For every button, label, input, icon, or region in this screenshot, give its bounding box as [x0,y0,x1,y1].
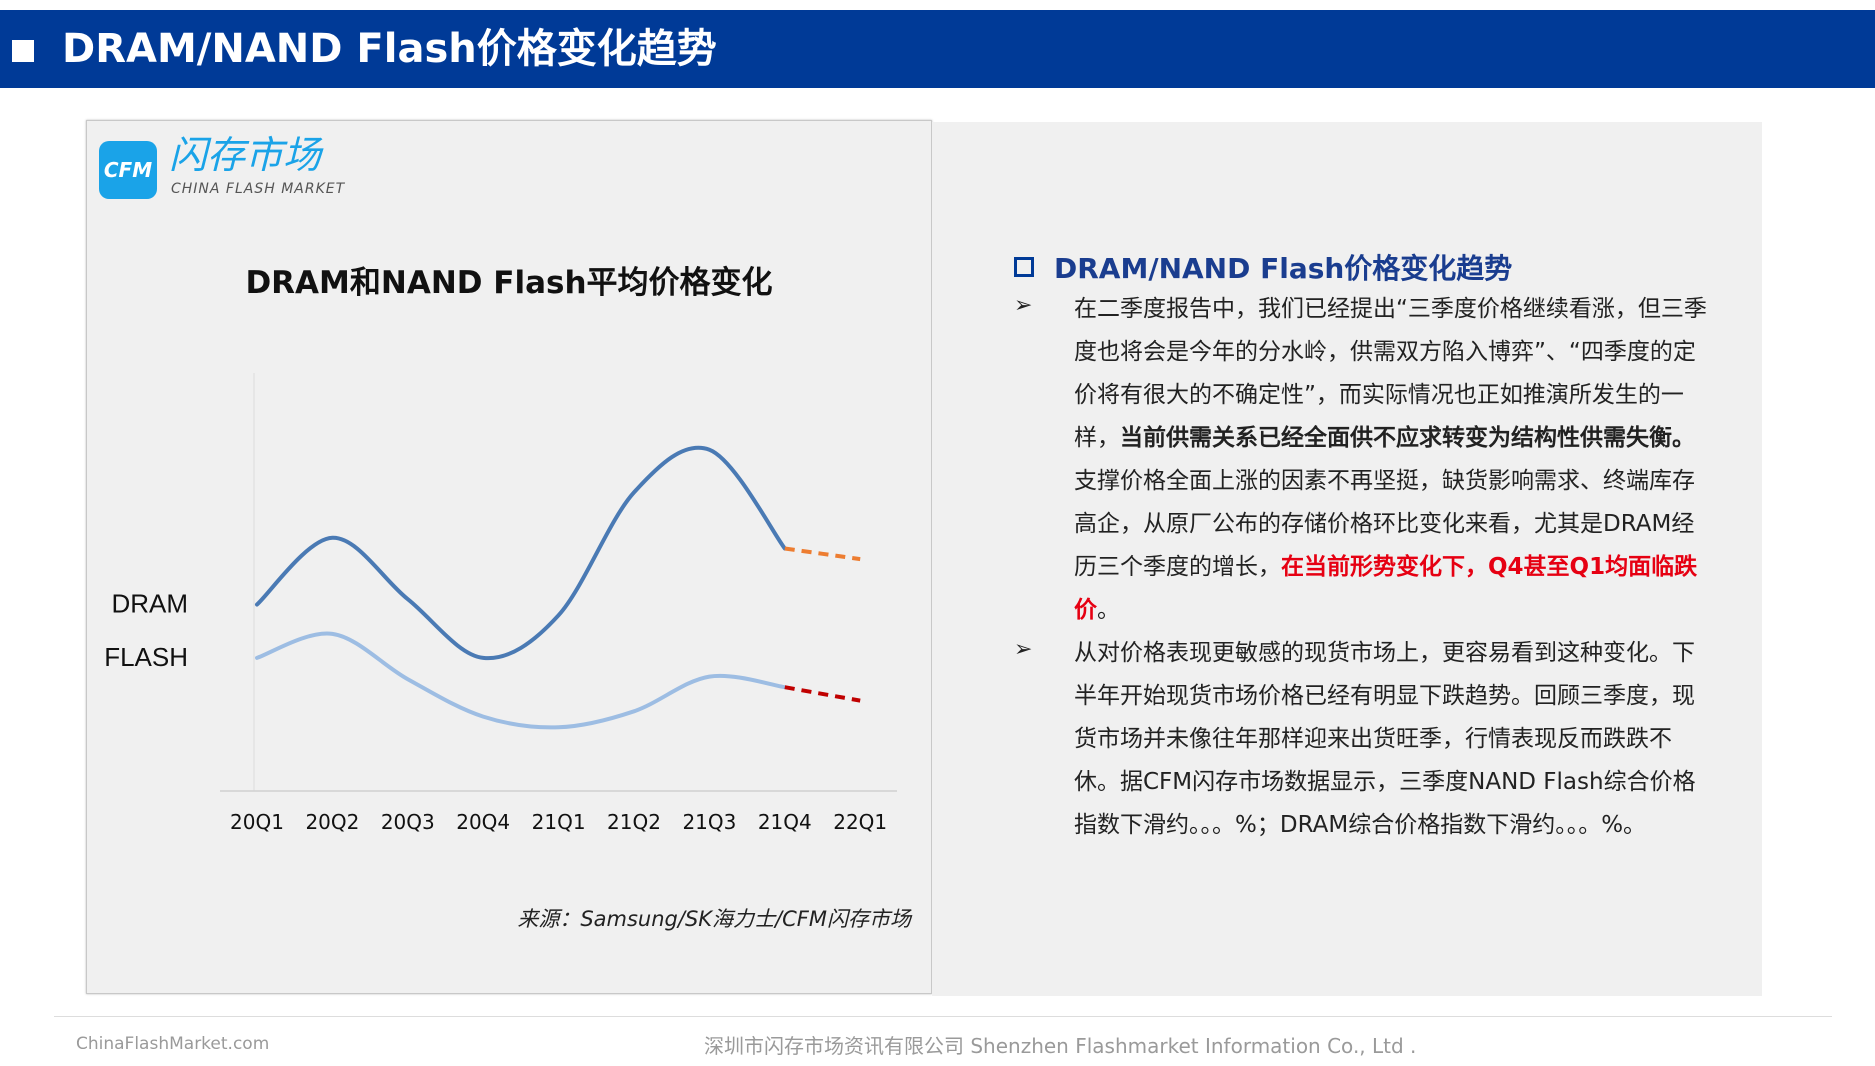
section-heading-text: DRAM/NAND Flash价格变化趋势 [1054,252,1513,285]
header-square-icon [12,40,34,62]
dram-series-line [255,445,787,661]
x-tick-label: 20Q2 [305,810,359,834]
x-tick-label: 20Q4 [456,810,510,834]
dram-series-label: DRAM [111,589,188,619]
heading-square-icon [1014,257,1034,277]
x-tick-label: 21Q1 [532,810,586,834]
footer-company: 深圳市闪存市场资讯有限公司 Shenzhen Flashmarket Infor… [704,1034,1417,1058]
page-title: DRAM/NAND Flash价格变化趋势 [62,26,717,72]
bullet1-bold-text: 当前供需关系已经全面供不应求转变为结构性供需失衡。 [1120,425,1695,451]
chart-title: DRAM和NAND Flash平均价格变化 [245,265,773,301]
x-tick-label: 20Q3 [381,810,435,834]
dram-forecast-line [784,546,861,562]
x-tick-label: 22Q1 [833,810,887,834]
x-tick-label: 21Q4 [758,810,812,834]
footer-divider [54,1016,1832,1017]
logo-chinese-text: 闪存市场 [169,133,322,177]
arrow-bullet-icon: ➢ [1014,293,1033,318]
x-tick-label: 21Q2 [607,810,661,834]
bullet1-text-b: 支撑价格全面上涨的因素不再坚挺，缺货影响需求、终端库存高企，从原厂公布的存储价格… [1074,468,1695,580]
chart-source: 来源：Samsung/SK海力士/CFM闪存市场 [517,907,911,931]
footer-website: ChinaFlashMarket.com [76,1034,270,1054]
x-tick-label: 20Q1 [230,810,284,834]
logo-english-text: CHINA FLASH MARKET [171,181,346,197]
line-chart: DRAM FLASH 20Q1 20Q2 20Q3 20Q4 21Q1 21Q2 21Q3 21Q… [104,373,897,834]
bullet1-red-text: 在当前形势变化下，Q4甚至Q1均面临跌价 [1074,554,1698,623]
bullet-paragraph-1: 在二季度报告中，我们已经提出“三季度价格继续看涨，但三季度也将会是今年的分水岭，… [1074,288,1714,632]
bullet1-text-c: 。 [1097,597,1120,623]
flash-series-label: FLASH [104,642,188,672]
text-panel: DRAM/NAND Flash价格变化趋势 ➢ 在二季度报告中，我们已经提出“三… [932,122,1762,996]
arrow-bullet-icon: ➢ [1014,637,1033,662]
section-heading: DRAM/NAND Flash价格变化趋势 [1014,247,1512,287]
cfm-logo-icon: CFM [99,141,157,199]
flash-series-line [255,631,787,730]
x-tick-label: 21Q3 [682,810,736,834]
flash-forecast-line [784,685,861,703]
chart-panel: CFM 闪存市场 CHINA FLASH MARKET DRAM和NAND Fl… [86,120,932,994]
bullet1-text-a: 在二季度报告中，我们已经提出“三季度价格继续看涨，但三季度也将会是今年的分水岭，… [1074,296,1707,451]
bullet-paragraph-2: 从对价格表现更敏感的现货市场上，更容易看到这种变化。下半年开始现货市场价格已经有… [1074,640,1696,838]
header-bar: DRAM/NAND Flash价格变化趋势 [0,10,1875,88]
